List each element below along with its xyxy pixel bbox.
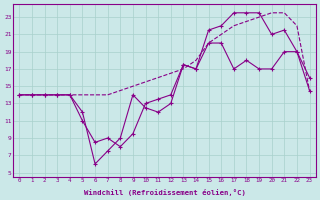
X-axis label: Windchill (Refroidissement éolien,°C): Windchill (Refroidissement éolien,°C)	[84, 189, 245, 196]
